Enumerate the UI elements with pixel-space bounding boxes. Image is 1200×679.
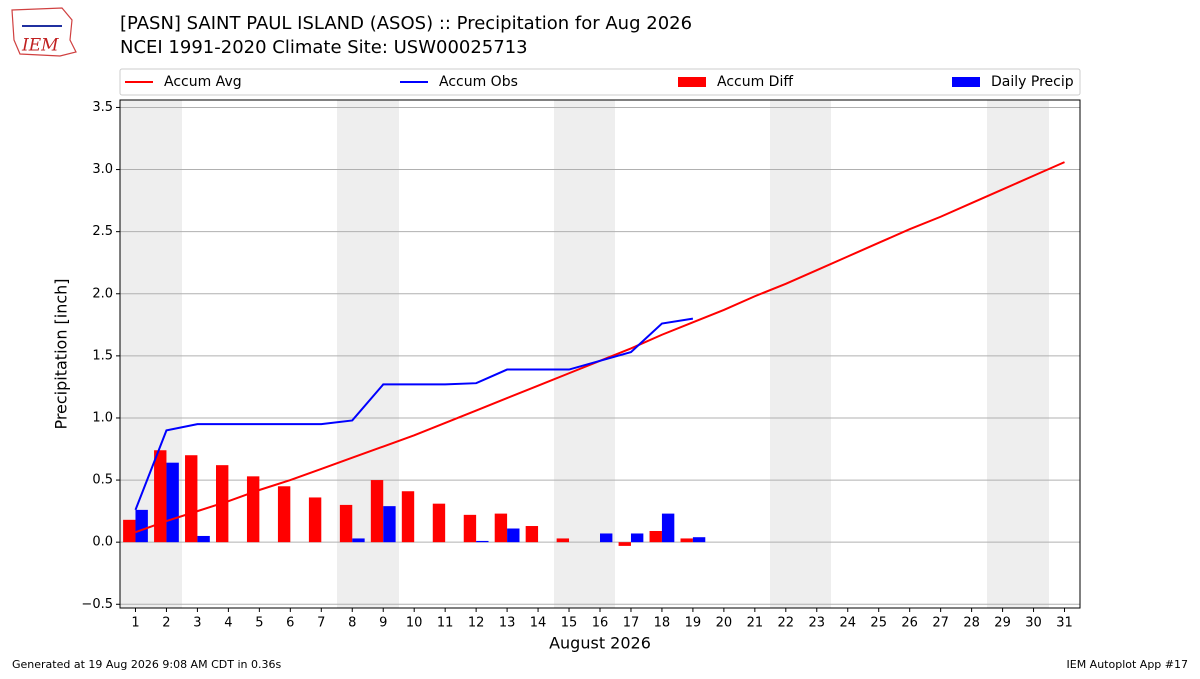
x-tick-label: 13 <box>499 616 516 631</box>
x-tick-label: 29 <box>994 616 1011 631</box>
x-tick-label: 19 <box>685 616 702 631</box>
x-tick-label: 24 <box>839 616 856 631</box>
bar <box>308 497 322 543</box>
bar <box>197 535 210 543</box>
bar <box>166 462 179 543</box>
shade <box>987 100 1049 608</box>
bar <box>649 530 662 543</box>
x-tick-label: 25 <box>870 616 887 631</box>
logo-outline <box>11 7 77 57</box>
bar <box>600 533 613 543</box>
x-tick-label: 10 <box>406 616 423 631</box>
x-tick-label: 17 <box>623 616 640 631</box>
footer-left: Generated at 19 Aug 2026 9:08 AM CDT in … <box>12 658 281 671</box>
legend-box <box>119 68 1081 96</box>
logo: IEM <box>11 7 77 57</box>
x-tick-label: 15 <box>561 616 578 631</box>
plot-frame <box>119 99 1081 609</box>
x-tick-label: 12 <box>468 616 485 631</box>
legend-swatch <box>678 77 706 87</box>
legend-label: Accum Diff <box>717 74 793 90</box>
x-tick-label: 27 <box>932 616 949 631</box>
y-tick-label: −0.5 <box>81 597 113 612</box>
x-tick-label: 14 <box>530 616 547 631</box>
bar <box>185 455 198 543</box>
x-tick-label: 20 <box>716 616 733 631</box>
y-tick-label: 0.0 <box>92 535 113 550</box>
y-tick-label: 3.0 <box>92 162 113 177</box>
x-tick-label: 4 <box>224 616 232 631</box>
bar <box>370 480 384 543</box>
bar <box>476 540 489 543</box>
x-tick-label: 31 <box>1056 616 1073 631</box>
chart-title: [PASN] SAINT PAUL ISLAND (ASOS) :: Preci… <box>120 13 692 34</box>
bar <box>661 513 675 543</box>
bar <box>692 537 706 543</box>
x-tick-label: 22 <box>778 616 795 631</box>
logo-text: IEM <box>21 36 59 56</box>
bar <box>556 538 570 543</box>
weekend-shading <box>120 100 1049 608</box>
line <box>134 317 694 511</box>
bar <box>277 486 291 543</box>
x-tick-label: 21 <box>747 616 764 631</box>
bar <box>352 538 365 543</box>
x-axis-label: August 2026 <box>549 634 651 653</box>
bar <box>123 519 136 543</box>
y-tick-label: 3.5 <box>92 100 113 115</box>
x-tick-label: 6 <box>286 616 294 631</box>
y-tick-label: 1.5 <box>92 348 113 363</box>
x-tick-label: 5 <box>255 616 263 631</box>
x-tick-label: 28 <box>963 616 980 631</box>
x-tick-label: 9 <box>379 616 387 631</box>
y-tick-label: 2.0 <box>92 286 113 301</box>
bar <box>463 514 477 543</box>
x-tick-label: 23 <box>809 616 826 631</box>
bar <box>630 533 644 543</box>
bar <box>135 509 148 543</box>
x-tick-label: 3 <box>193 616 201 631</box>
bar <box>432 503 446 543</box>
bar <box>618 542 631 546</box>
bar <box>383 506 396 543</box>
chart-subtitle: NCEI 1991-2020 Climate Site: USW00025713 <box>120 37 528 58</box>
bar <box>154 450 167 543</box>
shade <box>770 100 831 608</box>
footer-right: IEM Autoplot App #17 <box>1067 658 1189 671</box>
y-tick-label: 2.5 <box>92 224 113 239</box>
bar <box>401 491 415 543</box>
bar <box>339 504 353 543</box>
x-tick-label: 7 <box>317 616 325 631</box>
bar <box>246 476 260 543</box>
legend-swatch <box>952 77 980 87</box>
x-tick-label: 1 <box>131 616 139 631</box>
legend-label: Daily Precip <box>991 74 1074 90</box>
shade <box>554 100 615 608</box>
y-axis-label: Precipitation [inch] <box>52 278 71 429</box>
x-tick-label: 2 <box>162 616 170 631</box>
bar <box>507 528 520 543</box>
bar <box>525 526 539 543</box>
y-tick-label: 1.0 <box>92 410 113 425</box>
x-tick-label: 26 <box>901 616 918 631</box>
legend-label: Accum Avg <box>164 74 242 90</box>
legend-label: Accum Obs <box>439 74 518 90</box>
x-tick-label: 18 <box>654 616 671 631</box>
bar <box>680 538 693 543</box>
bar <box>494 513 508 543</box>
x-tick-label: 11 <box>437 616 454 631</box>
y-tick-label: 0.5 <box>92 473 113 488</box>
x-tick-label: 30 <box>1025 616 1042 631</box>
x-tick-label: 8 <box>348 616 356 631</box>
x-tick-label: 16 <box>592 616 609 631</box>
